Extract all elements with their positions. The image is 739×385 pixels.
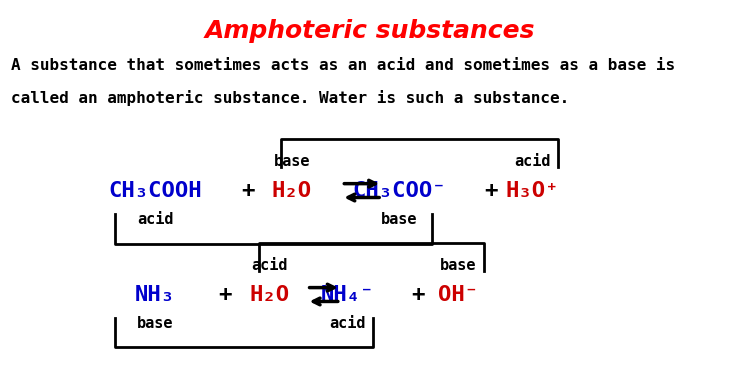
Text: acid: acid	[329, 316, 366, 331]
Text: H₃O⁺: H₃O⁺	[505, 181, 559, 201]
Text: base: base	[273, 154, 310, 169]
Text: base: base	[137, 316, 174, 331]
Text: +: +	[241, 181, 254, 201]
Text: acid: acid	[251, 258, 288, 273]
Text: +: +	[411, 285, 424, 305]
Text: base: base	[381, 212, 418, 227]
Text: NH₃: NH₃	[135, 285, 175, 305]
Text: OH⁻: OH⁻	[438, 285, 478, 305]
Text: +: +	[485, 181, 498, 201]
Text: H₂O: H₂O	[272, 181, 312, 201]
Text: NH₄⁻: NH₄⁻	[321, 285, 374, 305]
Text: acid: acid	[137, 212, 174, 227]
Text: base: base	[440, 258, 477, 273]
Text: H₂O: H₂O	[250, 285, 290, 305]
Text: Amphoteric substances: Amphoteric substances	[204, 19, 535, 43]
Text: CH₃COOH: CH₃COOH	[109, 181, 202, 201]
Text: +: +	[219, 285, 232, 305]
Text: CH₃COO⁻: CH₃COO⁻	[353, 181, 446, 201]
Text: called an amphoteric substance. Water is such a substance.: called an amphoteric substance. Water is…	[11, 90, 569, 106]
Text: acid: acid	[514, 154, 551, 169]
Text: A substance that sometimes acts as an acid and sometimes as a base is: A substance that sometimes acts as an ac…	[11, 58, 675, 73]
